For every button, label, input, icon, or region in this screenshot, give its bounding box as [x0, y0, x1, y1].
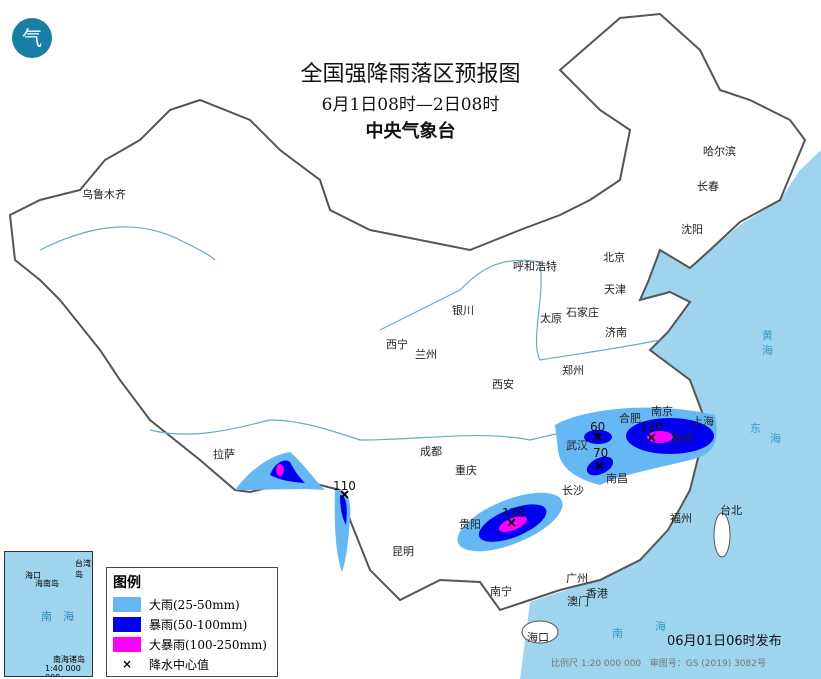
city-label: 海口 [527, 631, 549, 644]
rain-center-value: 110 [333, 479, 356, 493]
city-label: 杭州 [671, 432, 693, 445]
city-label: 武汉 [566, 439, 588, 452]
rain-center-value: 70 [593, 446, 609, 460]
city-label: 西宁 [386, 338, 408, 351]
legend: 图例 大雨(25-50mm) 暴雨(50-100mm) 大暴雨(100-250m… [106, 567, 278, 677]
issuer: 中央气象台 [365, 121, 456, 142]
approval-number: 审图号：GS (2019) 3082号 [649, 659, 766, 669]
city-label: 石家庄 [566, 306, 599, 319]
cma-logo: 气 [12, 18, 52, 58]
city-label: 合肥 [619, 412, 641, 425]
city-label: 南京 [651, 405, 673, 418]
city-label: 郑州 [562, 364, 584, 377]
inset-label: 台湾岛 [75, 559, 91, 579]
legend-label: 大雨(25-50mm) [149, 597, 240, 612]
sea-label: 东 [750, 422, 761, 435]
legend-item: 暴雨(50-100mm) [113, 614, 277, 634]
city-label: 天津 [604, 283, 626, 296]
sea-label: 黄 [762, 329, 773, 342]
legend-item: 大暴雨(100-250mm) [113, 634, 277, 654]
city-label: 拉萨 [213, 448, 235, 461]
rain-tibet-yunnan [235, 452, 351, 572]
city-label: 上海 [692, 415, 714, 428]
city-label: 北京 [603, 251, 625, 264]
sea-label: 海 [770, 432, 781, 445]
hainan-island [521, 620, 559, 644]
inset-label: 海 [63, 610, 74, 623]
city-label: 福州 [670, 512, 692, 525]
legend-item: × 降水中心值 [113, 654, 277, 674]
rain-center-value: 60 [590, 420, 606, 434]
city-label: 西安 [492, 378, 514, 391]
city-label: 昆明 [392, 545, 414, 558]
legend-label: 降水中心值 [149, 657, 210, 672]
rain-center-markers [340, 432, 656, 527]
inset-label: 南海诸岛 [53, 655, 85, 664]
rain-center-value: 130 [502, 506, 525, 520]
city-label: 台北 [720, 504, 742, 517]
sea-label: 海 [655, 620, 666, 633]
forecast-period: 6月1日08时—2日08时 [321, 95, 500, 115]
legend-title: 图例 [113, 575, 141, 591]
city-label: 沈阳 [681, 223, 703, 236]
inset-scale: 1:40 000 000 [45, 664, 81, 676]
city-label: 成都 [420, 445, 442, 458]
map-scale: 比例尺 1:20 000 000 [551, 659, 642, 669]
city-label: 澳门 [567, 595, 589, 608]
cross-icon: × [121, 657, 133, 671]
city-label: 长春 [697, 180, 719, 193]
rain-center-value: 120 [640, 420, 663, 434]
taiwan-island [713, 512, 731, 558]
city-label: 太原 [540, 312, 562, 325]
inset-label: 南 [41, 610, 52, 623]
city-label: 乌鲁木齐 [82, 188, 126, 201]
city-label: 南昌 [606, 472, 628, 485]
sea [520, 150, 821, 679]
city-label: 香港 [586, 587, 608, 600]
city-label: 广州 [566, 572, 588, 585]
sea-label: 海 [762, 344, 773, 357]
map-title: 全国强降雨落区预报图 [300, 62, 521, 87]
sea-label: 南 [612, 627, 623, 640]
city-label: 呼和浩特 [513, 260, 557, 273]
city-label: 济南 [605, 326, 627, 339]
inset-label: 海南岛 [35, 579, 59, 588]
legend-label: 大暴雨(100-250mm) [149, 637, 267, 652]
inset-label: 海口 [25, 571, 41, 580]
footer-info: 比例尺 1:20 000 000 审图号：GS (2019) 3082号 [551, 656, 766, 669]
city-label: 兰州 [415, 348, 437, 361]
publish-time: 06月01日06时发布 [667, 634, 782, 649]
city-label: 哈尔滨 [703, 145, 736, 158]
swatch-heavy-rainstorm [113, 636, 141, 652]
city-label: 银川 [452, 304, 474, 317]
legend-label: 暴雨(50-100mm) [149, 617, 248, 632]
south-china-sea-inset: 海口 海南岛 台湾岛 南 海 南海诸岛 1:40 000 000 [4, 551, 93, 677]
city-label: 南宁 [490, 585, 512, 598]
city-label: 贵阳 [459, 518, 481, 531]
legend-item: 大雨(25-50mm) [113, 594, 277, 614]
city-label: 长沙 [562, 484, 584, 497]
swatch-heavy-rain [113, 596, 141, 612]
swatch-rainstorm [113, 616, 141, 632]
city-label: 重庆 [455, 464, 477, 477]
